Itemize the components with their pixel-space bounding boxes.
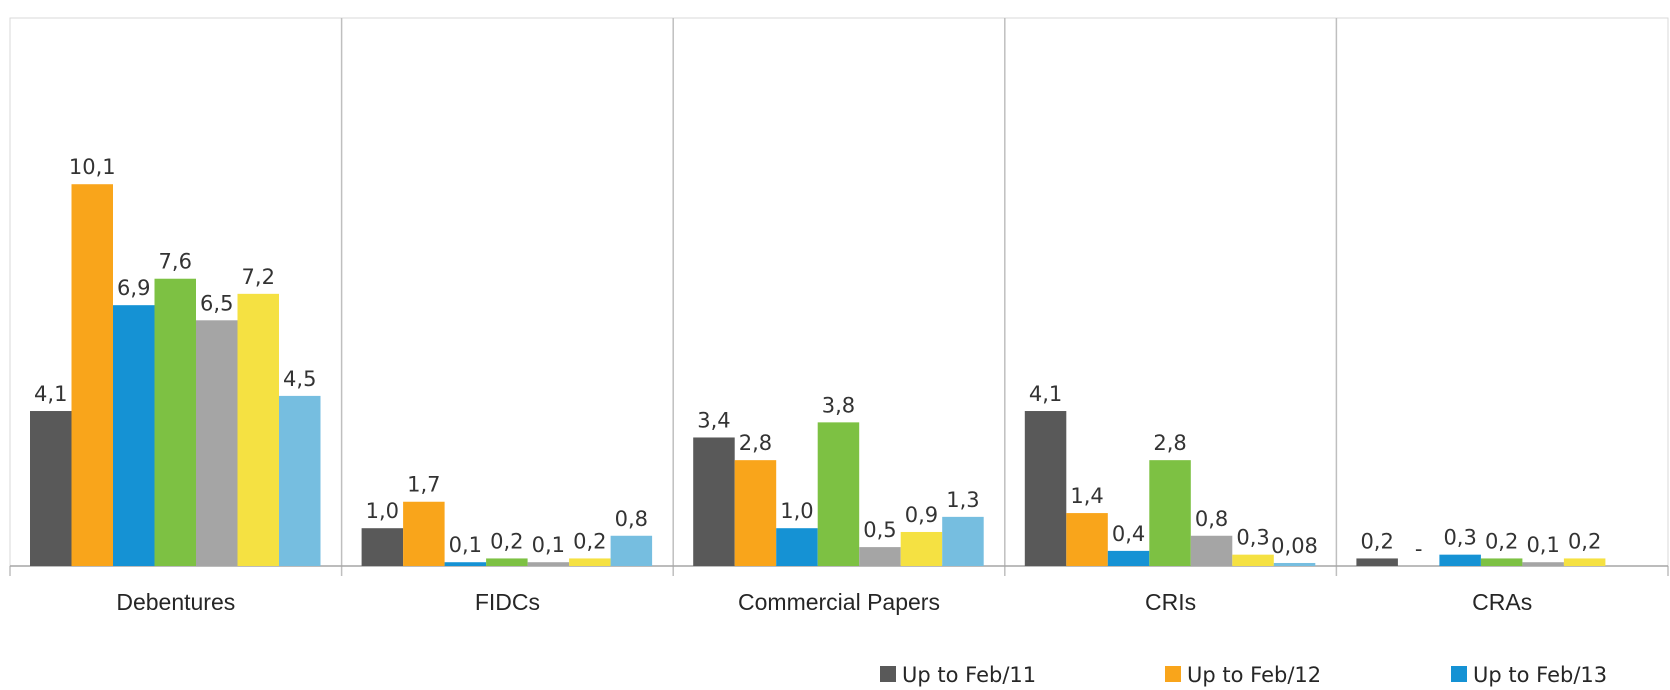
- data-label-commercial-papers-s2: 2,8: [739, 431, 772, 455]
- data-label-debentures-s7: 4,5: [283, 367, 316, 391]
- bar-commercial-papers-s1: [693, 437, 735, 566]
- legend-swatch-s1: [880, 666, 896, 682]
- data-label-cris-s6: 0,3: [1236, 526, 1269, 550]
- category-label-fidcs: FIDCs: [475, 589, 540, 615]
- bar-cras-s5: [1522, 562, 1564, 566]
- legend-label-s1: Up to Feb/11: [902, 663, 1036, 687]
- data-label-cris-s2: 1,4: [1070, 484, 1103, 508]
- legend-swatch-s3: [1451, 666, 1467, 682]
- category-label-commercial-papers: Commercial Papers: [738, 589, 940, 615]
- data-label-fidcs-s6: 0,2: [573, 529, 606, 553]
- bar-debentures-s5: [196, 320, 238, 566]
- bar-fidcs-s5: [527, 562, 570, 566]
- bar-debentures-s3: [113, 305, 155, 566]
- data-label-cras-s6: 0,2: [1568, 529, 1601, 553]
- bar-cris-s6: [1232, 554, 1274, 566]
- bar-cris-s7: [1273, 562, 1316, 566]
- data-label-fidcs-s4: 0,2: [490, 529, 523, 553]
- bar-fidcs-s3: [444, 562, 487, 566]
- bar-cras-s4: [1480, 558, 1523, 566]
- data-label-cris-s5: 0,8: [1195, 507, 1228, 531]
- bar-cris-s2: [1066, 513, 1108, 566]
- bar-commercial-papers-s6: [900, 531, 943, 566]
- bar-commercial-papers-s7: [942, 516, 984, 566]
- data-label-commercial-papers-s3: 1,0: [780, 499, 813, 523]
- bar-cras-s1: [1356, 558, 1398, 566]
- bar-debentures-s6: [237, 293, 279, 566]
- bar-debentures-s4: [154, 278, 196, 566]
- data-label-debentures-s5: 6,5: [200, 291, 233, 315]
- data-label-fidcs-s3: 0,1: [449, 533, 482, 557]
- data-label-debentures-s6: 7,2: [242, 265, 275, 289]
- data-label-fidcs-s7: 0,8: [615, 507, 648, 531]
- data-label-cras-s5: 0,1: [1526, 533, 1559, 557]
- bar-fidcs-s4: [486, 558, 528, 566]
- bars-layer: [30, 184, 1606, 566]
- bar-commercial-papers-s2: [734, 460, 777, 566]
- bar-fidcs-s2: [403, 501, 445, 566]
- bar-debentures-s2: [71, 184, 113, 566]
- legend-label-s3: Up to Feb/13: [1473, 663, 1607, 687]
- bar-cras-s3: [1439, 554, 1481, 566]
- data-label-cras-s4: 0,2: [1485, 529, 1518, 553]
- category-label-debentures: Debentures: [116, 589, 235, 615]
- data-label-commercial-papers-s1: 3,4: [697, 408, 730, 432]
- bar-commercial-papers-s3: [776, 528, 818, 566]
- category-labels-layer: Debentures FIDCs Commercial Papers CRIs CRAs: [116, 589, 1532, 615]
- bar-cris-s4: [1149, 460, 1191, 566]
- data-label-commercial-papers-s4: 3,8: [822, 393, 855, 417]
- legend-label-s2: Up to Feb/12: [1187, 663, 1321, 687]
- category-label-cras: CRAs: [1472, 589, 1532, 615]
- data-label-cris-s7: 0,08: [1271, 534, 1318, 558]
- legend: Up to Feb/11 Up to Feb/12 Up to Feb/13: [880, 663, 1607, 687]
- data-label-fidcs-s2: 1,7: [407, 473, 440, 497]
- data-labels-layer: 4,1 10,1 6,9 7,6 6,5 7,2 4,5 1,0 1,7 0,1 0,2 0,1 0,2…: [34, 155, 1601, 561]
- data-label-cras-s1: 0,2: [1360, 529, 1393, 553]
- bar-debentures-s1: [30, 411, 72, 566]
- data-label-commercial-papers-s6: 0,9: [905, 503, 938, 527]
- data-label-cris-s3: 0,4: [1112, 522, 1145, 546]
- bar-cras-s6: [1563, 558, 1606, 566]
- bar-fidcs-s6: [569, 558, 611, 566]
- data-label-debentures-s4: 7,6: [159, 250, 192, 274]
- bar-cris-s3: [1107, 550, 1150, 566]
- data-label-fidcs-s1: 1,0: [366, 499, 399, 523]
- data-label-cras-s2: -: [1415, 537, 1423, 561]
- bar-commercial-papers-s5: [859, 547, 901, 566]
- data-label-cris-s1: 4,1: [1029, 382, 1062, 406]
- bar-fidcs-s7: [610, 535, 653, 566]
- bar-commercial-papers-s4: [817, 422, 860, 566]
- data-label-cris-s4: 2,8: [1153, 431, 1186, 455]
- bar-cris-s1: [1024, 411, 1067, 566]
- data-label-debentures-s2: 10,1: [69, 155, 116, 179]
- data-label-commercial-papers-s7: 1,3: [946, 488, 979, 512]
- bar-cris-s5: [1190, 535, 1233, 566]
- data-label-debentures-s3: 6,9: [117, 276, 150, 300]
- data-label-commercial-papers-s5: 0,5: [863, 518, 896, 542]
- bar-debentures-s7: [279, 395, 321, 566]
- legend-swatch-s2: [1165, 666, 1181, 682]
- category-label-cris: CRIs: [1145, 589, 1196, 615]
- data-label-fidcs-s5: 0,1: [532, 533, 565, 557]
- data-label-cras-s3: 0,3: [1443, 526, 1476, 550]
- data-label-debentures-s1: 4,1: [34, 382, 67, 406]
- bar-fidcs-s1: [361, 528, 404, 566]
